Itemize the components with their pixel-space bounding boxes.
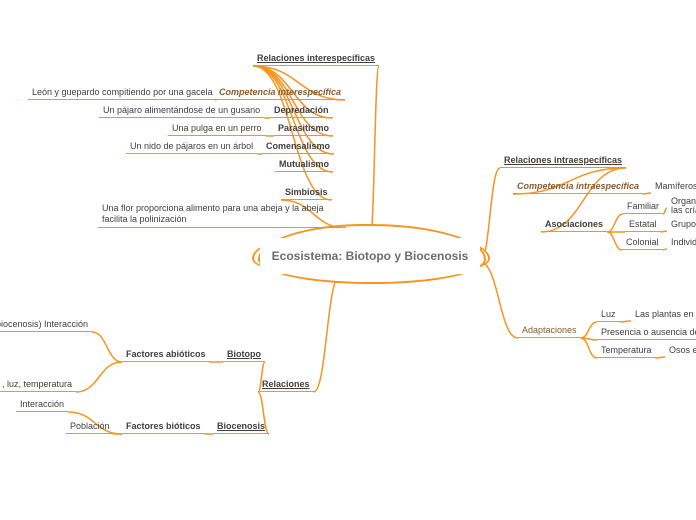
node-paras: Parasitismo: [274, 122, 333, 136]
edge-asoc-familiar: [607, 214, 623, 232]
node-colonial: Colonial: [622, 236, 663, 250]
node-mamif: Mamíferos ma: [651, 180, 696, 193]
edge-estatal-grupos: [661, 231, 667, 232]
node-luztemp: , luz, temperatura: [0, 378, 76, 392]
edge-center-adapt: [480, 262, 518, 338]
node-asoc: Asociaciones: [541, 218, 607, 232]
edge-asoc-colonial: [607, 232, 622, 250]
node-relac: Relaciones: [258, 378, 314, 392]
edge-adapt-temp: [581, 338, 597, 358]
edge-adapt-luz: [581, 322, 597, 338]
node-plantas: Las plantas en la fo: [631, 308, 696, 321]
node-rel_intra: Relaciones intraespecíficas: [500, 154, 626, 168]
node-indiv: Individuos: [667, 236, 696, 249]
node-biotopo: Biotopo: [223, 348, 265, 362]
edge-f_abio-bioc_left: [92, 332, 122, 362]
edge-rel_inter-mutual: [253, 66, 333, 172]
node-agua: Presencia o ausencia de agua: [597, 326, 696, 340]
edge-center-relac: [314, 276, 340, 392]
node-comen: Comensalismo: [262, 140, 334, 154]
node-simb: Simbiosis: [281, 186, 332, 200]
node-adapt: Adaptaciones: [518, 324, 581, 338]
node-grupos: Grupos de i: [667, 218, 696, 231]
node-luz: Luz: [597, 308, 620, 322]
node-nido: Un nido de pájaros en un árbol: [126, 140, 257, 154]
node-f_bio: Factores bióticos: [122, 420, 205, 434]
node-pulga: Una pulga en un perro: [168, 122, 266, 136]
node-rel_inter: Relaciones interespecíficas: [253, 52, 379, 66]
edge-center-rel_inter: [370, 66, 379, 240]
node-pajaro: Un pájaro alimentándose de un gusano: [99, 104, 264, 118]
node-mutual: Mutualismo: [275, 158, 333, 172]
node-comp_intra: Competencia intraespecífica: [513, 180, 643, 194]
node-familiar: Familiar: [623, 200, 663, 214]
node-f_abio: Factores abióticos: [122, 348, 210, 362]
node-bioc_left: biocenosis) Interacción: [0, 318, 92, 332]
edge-comp_intra-mamif: [643, 193, 651, 194]
node-interac2: Interacción: [16, 398, 68, 412]
edge-luz-plantas: [620, 321, 631, 322]
edge-colonial-indiv: [663, 249, 667, 250]
node-crias: las crías: [667, 204, 696, 217]
node-osos: Osos en la: [665, 344, 696, 357]
edge-temp-osos: [656, 357, 665, 358]
node-depred: Depredación: [270, 104, 333, 118]
node-pobl: Población: [66, 420, 114, 434]
center-node: Ecosistema: Biotopo y Biocenosis: [260, 238, 480, 274]
node-estatal: Estatal: [625, 218, 661, 232]
node-biocen: Biocenosis: [213, 420, 269, 434]
node-temp: Temperatura: [597, 344, 656, 358]
node-leon: León y guepardo compitiendo por una gace…: [28, 86, 217, 100]
node-flor: Una flor proporciona alimento para una a…: [98, 202, 346, 228]
node-comp_inter: Competencia interespecífica: [215, 86, 345, 100]
edge-f_abio-luztemp: [76, 362, 122, 392]
